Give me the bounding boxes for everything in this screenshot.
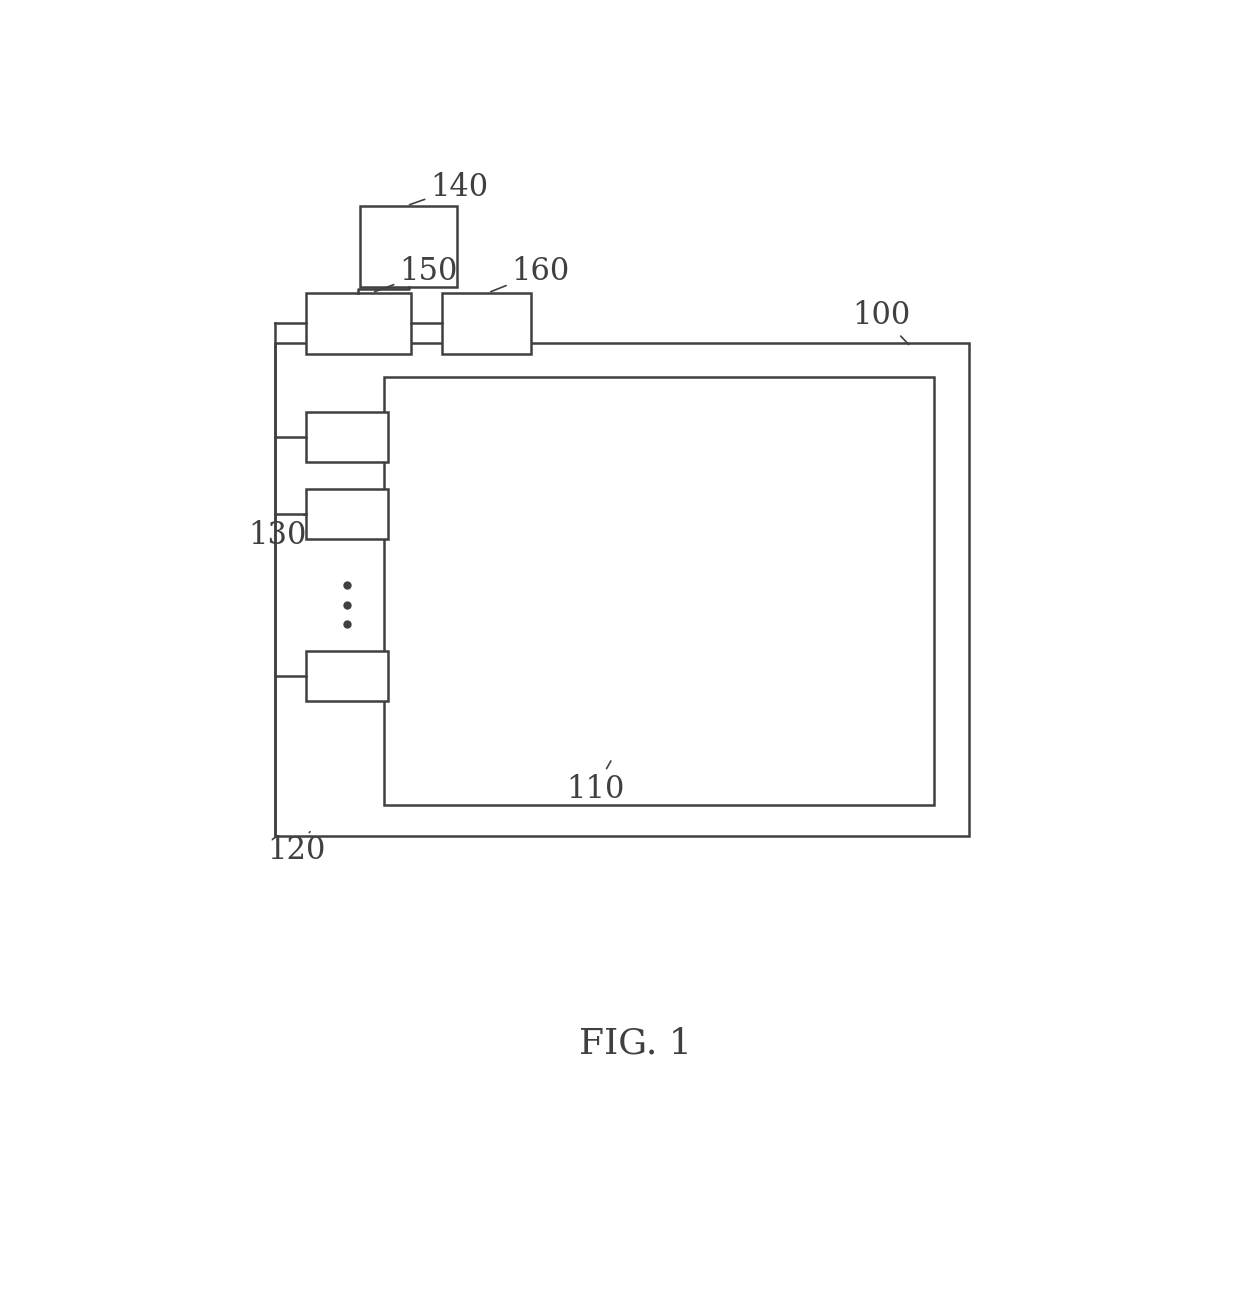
Bar [383, 378, 934, 804]
Bar [306, 292, 410, 354]
Bar [441, 292, 531, 354]
Text: 120: 120 [268, 832, 326, 866]
Text: 160: 160 [491, 257, 569, 292]
Text: 150: 150 [374, 257, 458, 292]
Text: 140: 140 [409, 171, 489, 205]
Bar [306, 650, 387, 700]
Bar [361, 205, 458, 287]
Text: 100: 100 [853, 300, 910, 345]
Text: FIG. 1: FIG. 1 [579, 1026, 692, 1061]
Bar [306, 490, 387, 540]
Text: 130: 130 [248, 513, 306, 550]
Bar [306, 412, 387, 462]
Bar [275, 342, 968, 836]
Text: 110: 110 [565, 761, 624, 805]
